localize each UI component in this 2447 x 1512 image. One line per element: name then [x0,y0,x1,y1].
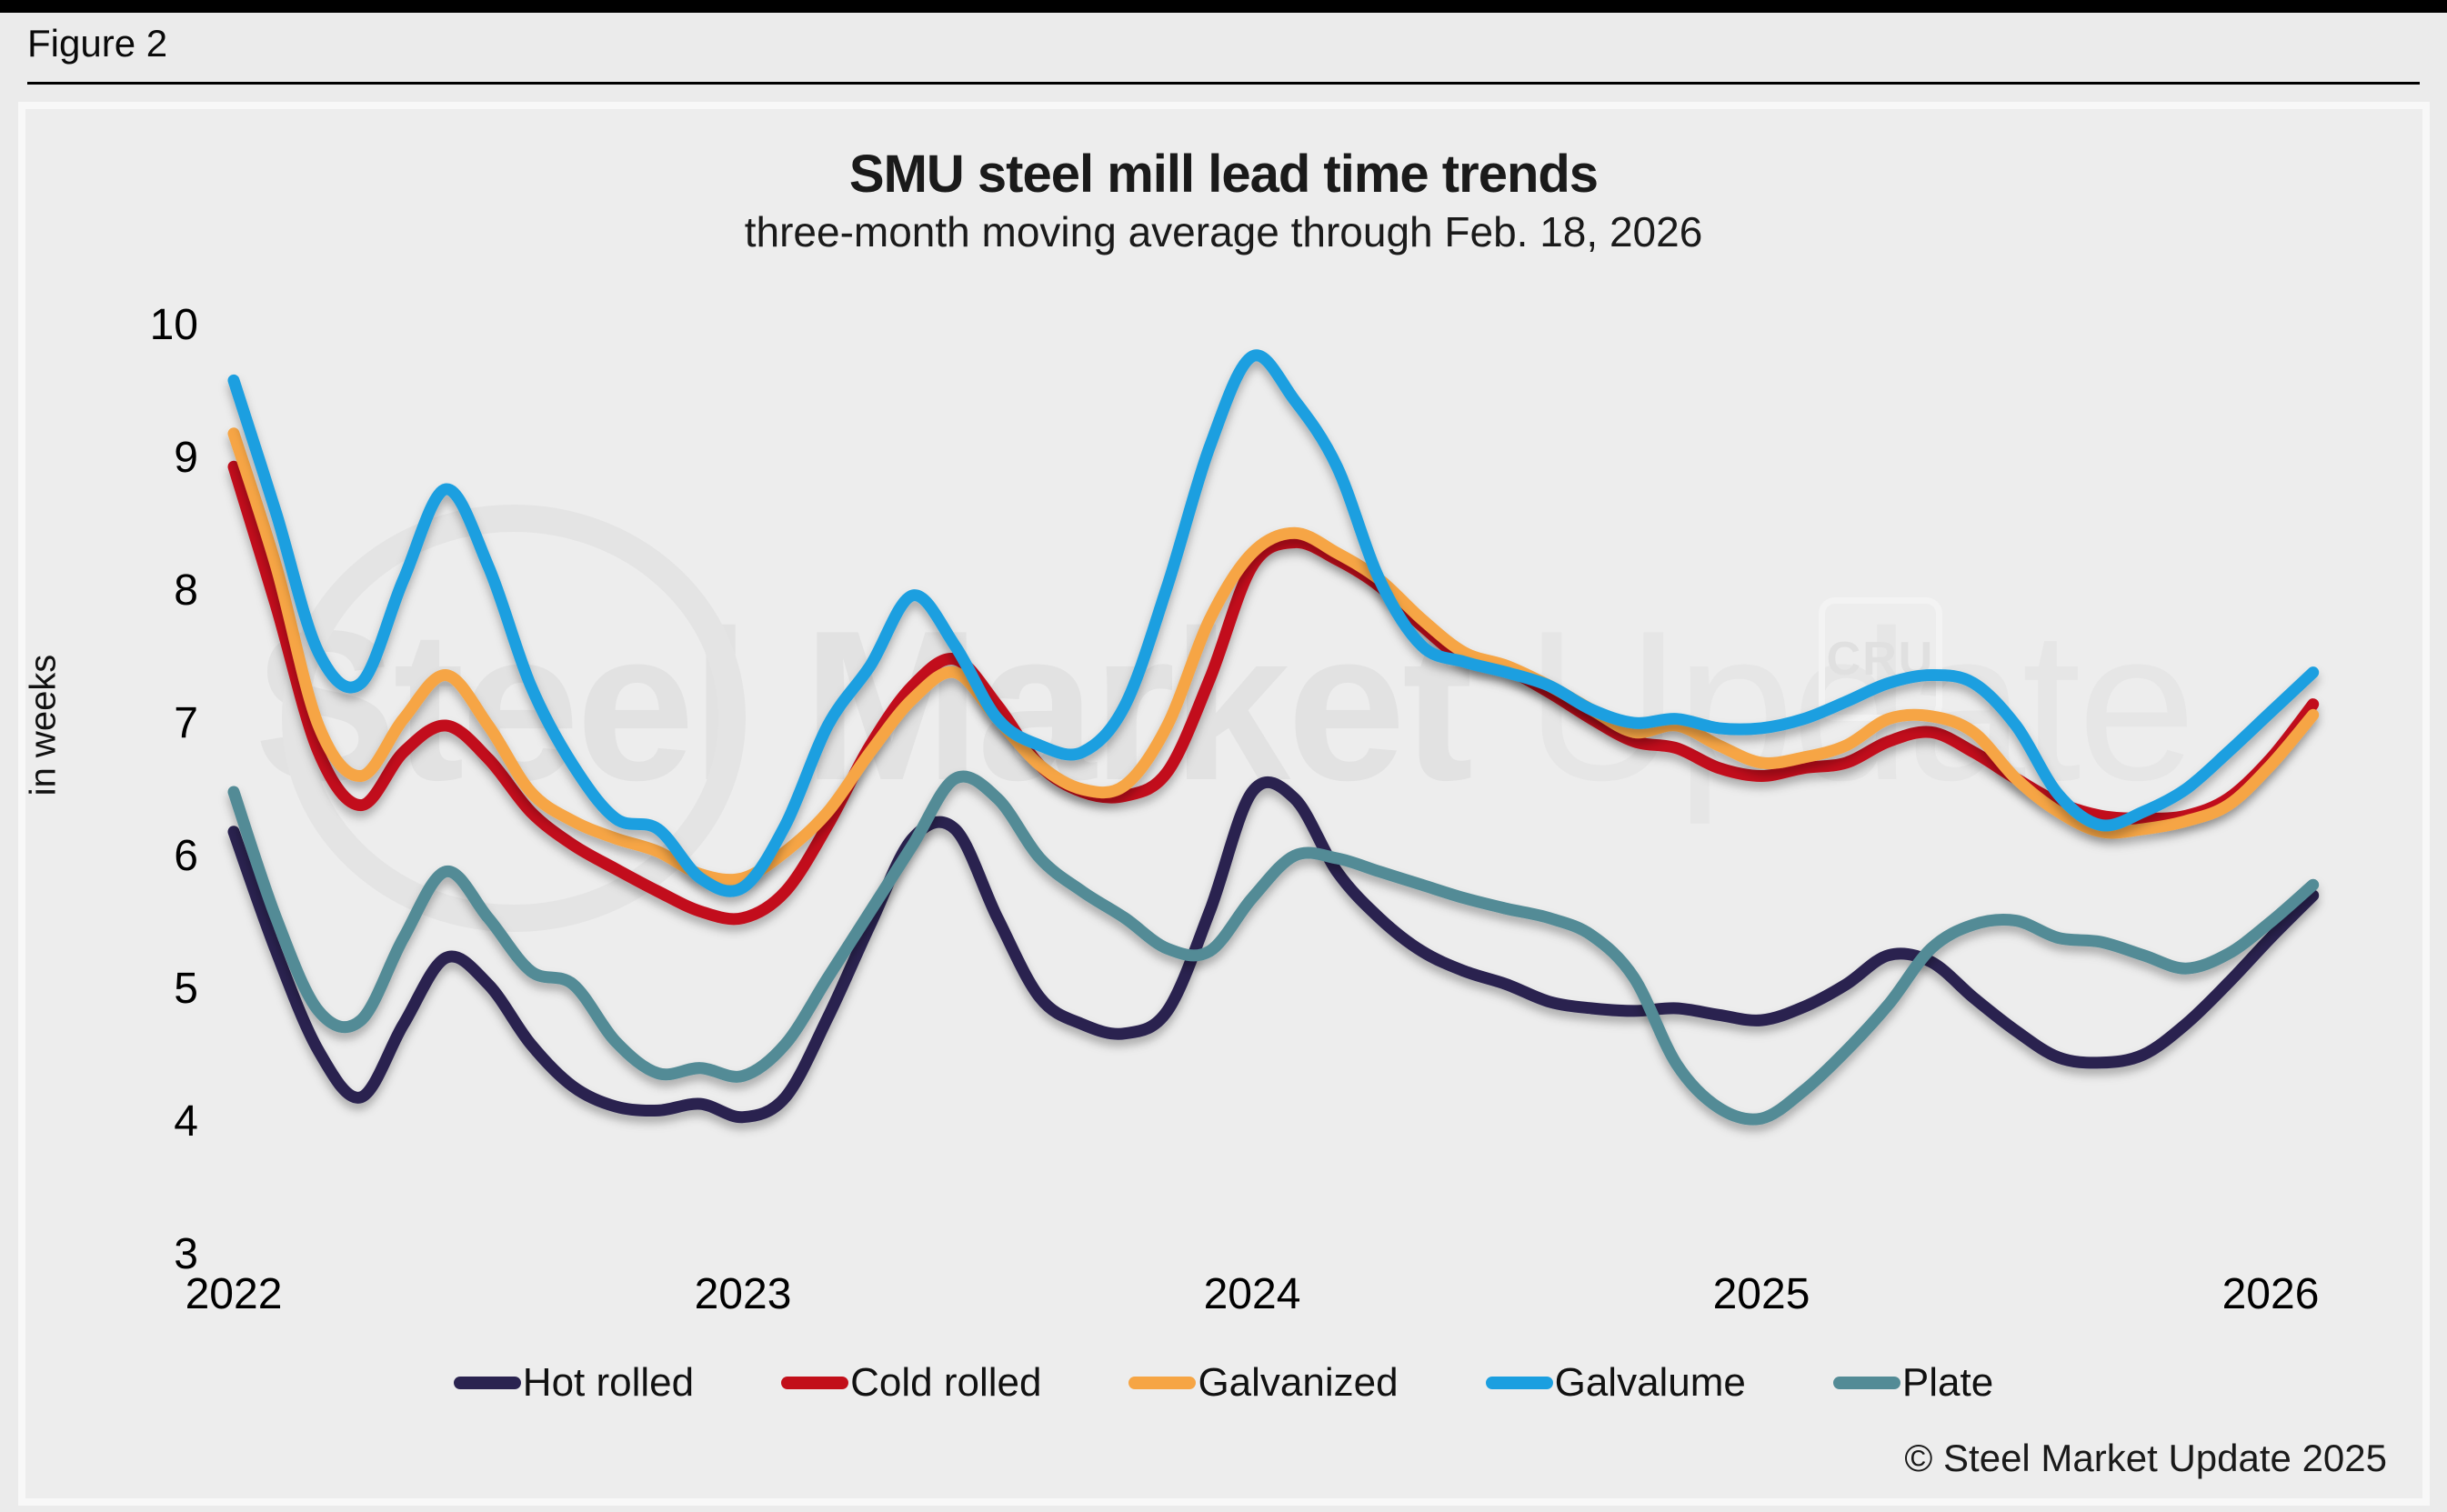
y-tick-label: 9 [174,434,198,482]
y-tick-label: 8 [174,566,198,615]
y-tick-label: 3 [174,1230,198,1278]
chart-title: SMU steel mill lead time trends [848,145,1599,204]
x-tick-label: 2026 [2221,1270,2320,1318]
y-tick-label: 6 [174,832,198,880]
watermark-bold-part: Steel Market [254,586,1474,825]
legend-swatch [781,1377,849,1389]
x-tick-label: 2024 [1203,1270,1301,1318]
figure-divider-rule [27,82,2420,85]
legend-label: Galvalume [1554,1360,1746,1405]
legend-label: Plate [1901,1360,1994,1405]
legend-item-galvanized: Galvanized [1128,1360,1399,1406]
cru-logo-text: CRU [1826,633,1935,686]
chart-legend: Hot rolled Cold rolled Galvanized Galvalume… [0,1360,2447,1406]
legend-swatch [1832,1377,1900,1389]
y-tick-label: 4 [174,1097,198,1146]
legend-item-cold-rolled: Cold rolled [781,1360,1041,1406]
y-tick-label: 7 [174,699,198,747]
cru-logo-box: CRU [1819,597,1942,721]
legend-label: Galvanized [1198,1360,1399,1405]
y-tick-label: 10 [149,301,198,349]
steel-market-update-watermark: Steel Market Update [0,582,2447,828]
x-tick-label: 2022 [185,1270,283,1318]
legend-item-plate: Plate [1832,1360,1994,1406]
legend-label: Hot rolled [522,1360,695,1405]
x-tick-label: 2025 [1712,1270,1810,1318]
copyright-note: © Steel Market Update 2025 [1904,1437,2387,1479]
legend-label: Cold rolled [850,1360,1042,1405]
figure-label: Figure 2 [27,22,168,65]
top-black-bar [0,0,2447,13]
legend-swatch [453,1377,521,1389]
legend-item-galvalume: Galvalume [1485,1360,1746,1406]
y-tick-label: 5 [174,965,198,1013]
legend-item-hot-rolled: Hot rolled [453,1360,695,1406]
x-tick-label: 2023 [694,1270,792,1318]
legend-swatch [1128,1377,1197,1389]
chart-subtitle: three-month moving average through Feb. … [744,208,1703,255]
legend-swatch [1485,1377,1553,1389]
